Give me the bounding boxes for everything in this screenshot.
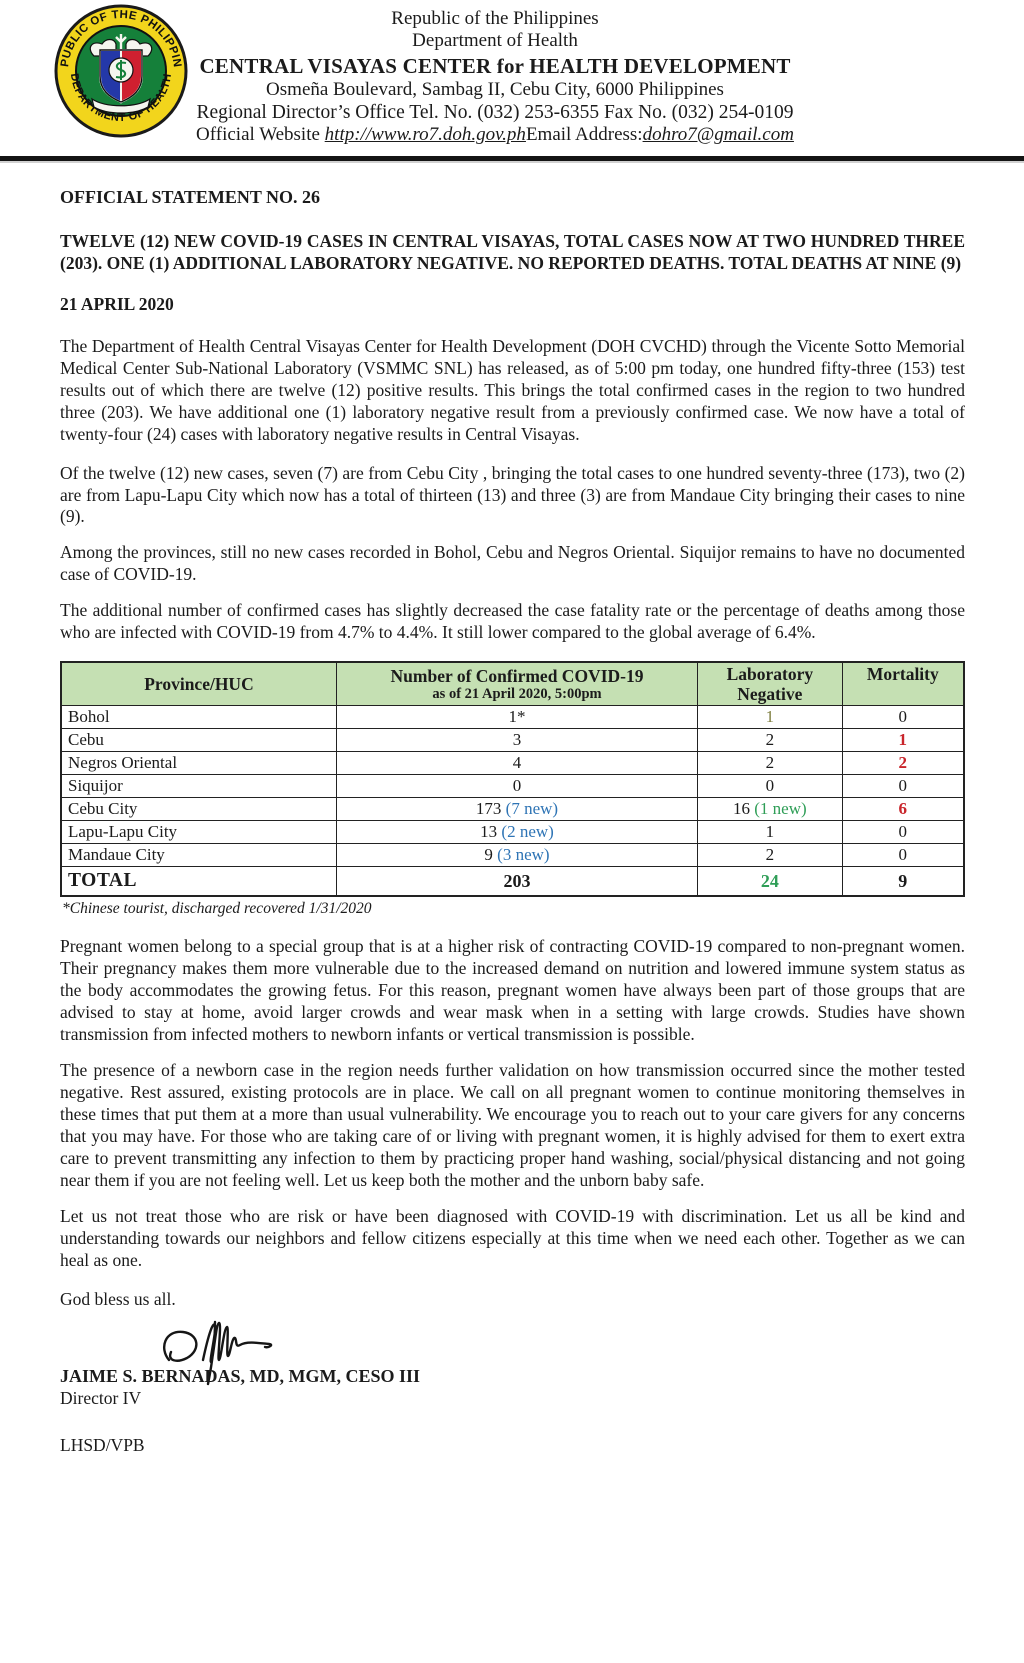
table-cell-value: 16 (1 new): [697, 797, 843, 822]
closing-line: God bless us all.: [60, 1288, 176, 1309]
covid-statistics-table: Province/HUC Number of Confirmed COVID-1…: [60, 661, 965, 898]
table-cell-value: 13 (2 new): [335, 820, 699, 845]
letterhead-text: Republic of the Philippines Department o…: [150, 8, 840, 146]
table-cell-value: 0: [335, 774, 699, 799]
table-cell-value: 3: [335, 728, 699, 753]
phone-line: Regional Director’s Office Tel. No. (032…: [196, 101, 794, 123]
table-footnote: *Chinese tourist, discharged recovered 1…: [62, 900, 372, 918]
address-line: Osmeña Boulevard, Sambag II, Cebu City, …: [266, 78, 724, 100]
table-cell-value: 9 (3 new): [335, 843, 699, 868]
table-cell-value: 1: [841, 728, 965, 753]
paragraph: The Department of Health Central Visayas…: [60, 335, 965, 444]
table-cell-value: 9: [841, 866, 965, 897]
document-body: OFFICIAL STATEMENT NO. 26 TWELVE (12) NE…: [0, 161, 1024, 1456]
signature-scribble: [163, 1320, 273, 1386]
seal-ribbon-icon: [91, 97, 151, 114]
email-link[interactable]: dohro7@gmail.com: [642, 123, 794, 145]
doh-seal-logo: REPUBLIC OF THE PHILIPPINES DEPARTMENT O…: [54, 4, 188, 138]
table-cell-value: 2: [697, 843, 843, 868]
table-cell-value: 1: [697, 820, 843, 845]
table-row: TOTAL 203 24 9: [60, 866, 965, 897]
statement-number: OFFICIAL STATEMENT NO. 26: [60, 187, 321, 207]
table-cell-province: Cebu: [60, 728, 337, 753]
table-cell-value: 6: [841, 797, 965, 822]
republic-line: Republic of the Philippines: [391, 8, 599, 29]
table-cell-value: 1: [697, 705, 843, 730]
table-row: Negros Oriental 4 2 2: [60, 751, 965, 776]
table-row: Cebu 3 2 1: [60, 728, 965, 753]
table-cell-value: 24: [697, 866, 843, 897]
table-header-row: Province/HUC Number of Confirmed COVID-1…: [60, 661, 965, 707]
table-cell-value: 0: [841, 774, 965, 799]
signatory-title: Director IV: [60, 1387, 142, 1408]
table-cell-value: 2: [697, 728, 843, 753]
table-cell-value: 1*: [335, 705, 699, 730]
table-row: Siquijor 0 0 0: [60, 774, 965, 799]
table-cell-province: Cebu City: [60, 797, 337, 822]
paragraph: The additional number of confirmed cases…: [60, 600, 965, 643]
table-row: Cebu City 173 (7 new) 16 (1 new) 6: [60, 797, 965, 822]
table-row: Mandaue City 9 (3 new) 2 0: [60, 843, 965, 868]
office-name: CENTRAL VISAYAS CENTER for HEALTH DEVELO…: [199, 53, 791, 78]
letterhead: REPUBLIC OF THE PHILIPPINES DEPARTMENT O…: [0, 0, 1024, 152]
table-cell-value: 2: [841, 751, 965, 776]
paragraph: Among the provinces, still no new cases …: [60, 542, 965, 585]
paragraph: Of the twelve (12) new cases, seven (7) …: [60, 462, 965, 527]
col-header-province: Province/HUC: [60, 661, 337, 707]
table-cell-province: Bohol: [60, 705, 337, 730]
col-header-lab-negative: Laboratory Negative: [697, 661, 843, 707]
signatory-name: JAIME S. BERNADAS, MD, MGM, CESO III: [60, 1365, 421, 1386]
table-cell-province: Mandaue City: [60, 843, 337, 868]
department-line: Department of Health: [412, 30, 578, 52]
table-cell-province: TOTAL: [60, 866, 337, 897]
table-cell-value: 173 (7 new): [335, 797, 699, 822]
table-cell-value: 0: [841, 820, 965, 845]
paragraph: The presence of a newborn case in the re…: [60, 1060, 965, 1190]
paragraph: Let us not treat those who are risk or h…: [60, 1205, 965, 1270]
seal-shield-icon: [99, 49, 143, 104]
table-cell-province: Negros Oriental: [60, 751, 337, 776]
col-header-mortality: Mortality: [841, 661, 965, 707]
col-header-confirmed: Number of Confirmed COVID-19 as of 21 Apr…: [335, 661, 699, 707]
table-cell-value: 0: [841, 705, 965, 730]
website-label: Official Website: [196, 123, 325, 145]
email-label: Email Address:: [525, 123, 643, 145]
table-cell-value: 4: [335, 751, 699, 776]
statement-date: 21 APRIL 2020: [60, 293, 174, 314]
seal-caduceus-icon: [115, 60, 127, 80]
letterhead-divider: [0, 156, 1024, 161]
table-cell-value: 2: [697, 751, 843, 776]
seal-staff-icon: [115, 34, 127, 50]
table-cell-value: 0: [841, 843, 965, 868]
table-row: Bohol 1* 1 0: [60, 705, 965, 730]
table-row: Lapu-Lapu City 13 (2 new) 1 0: [60, 820, 965, 845]
contact-line: Official Website http://www.ro7.doh.gov.…: [150, 124, 840, 146]
paragraph: Pregnant women belong to a special group…: [60, 936, 965, 1045]
table-cell-province: Lapu-Lapu City: [60, 820, 337, 845]
table-cell-province: Siquijor: [60, 774, 337, 799]
document-initials: LHSD/VPB: [60, 1434, 145, 1455]
table-cell-value: 203: [335, 866, 699, 897]
website-link[interactable]: http://www.ro7.doh.gov.ph: [324, 123, 526, 145]
table-cell-value: 0: [697, 774, 843, 799]
headline: TWELVE (12) NEW COVID-19 CASES IN CENTRA…: [60, 231, 965, 274]
signature-block: [60, 1314, 965, 1386]
